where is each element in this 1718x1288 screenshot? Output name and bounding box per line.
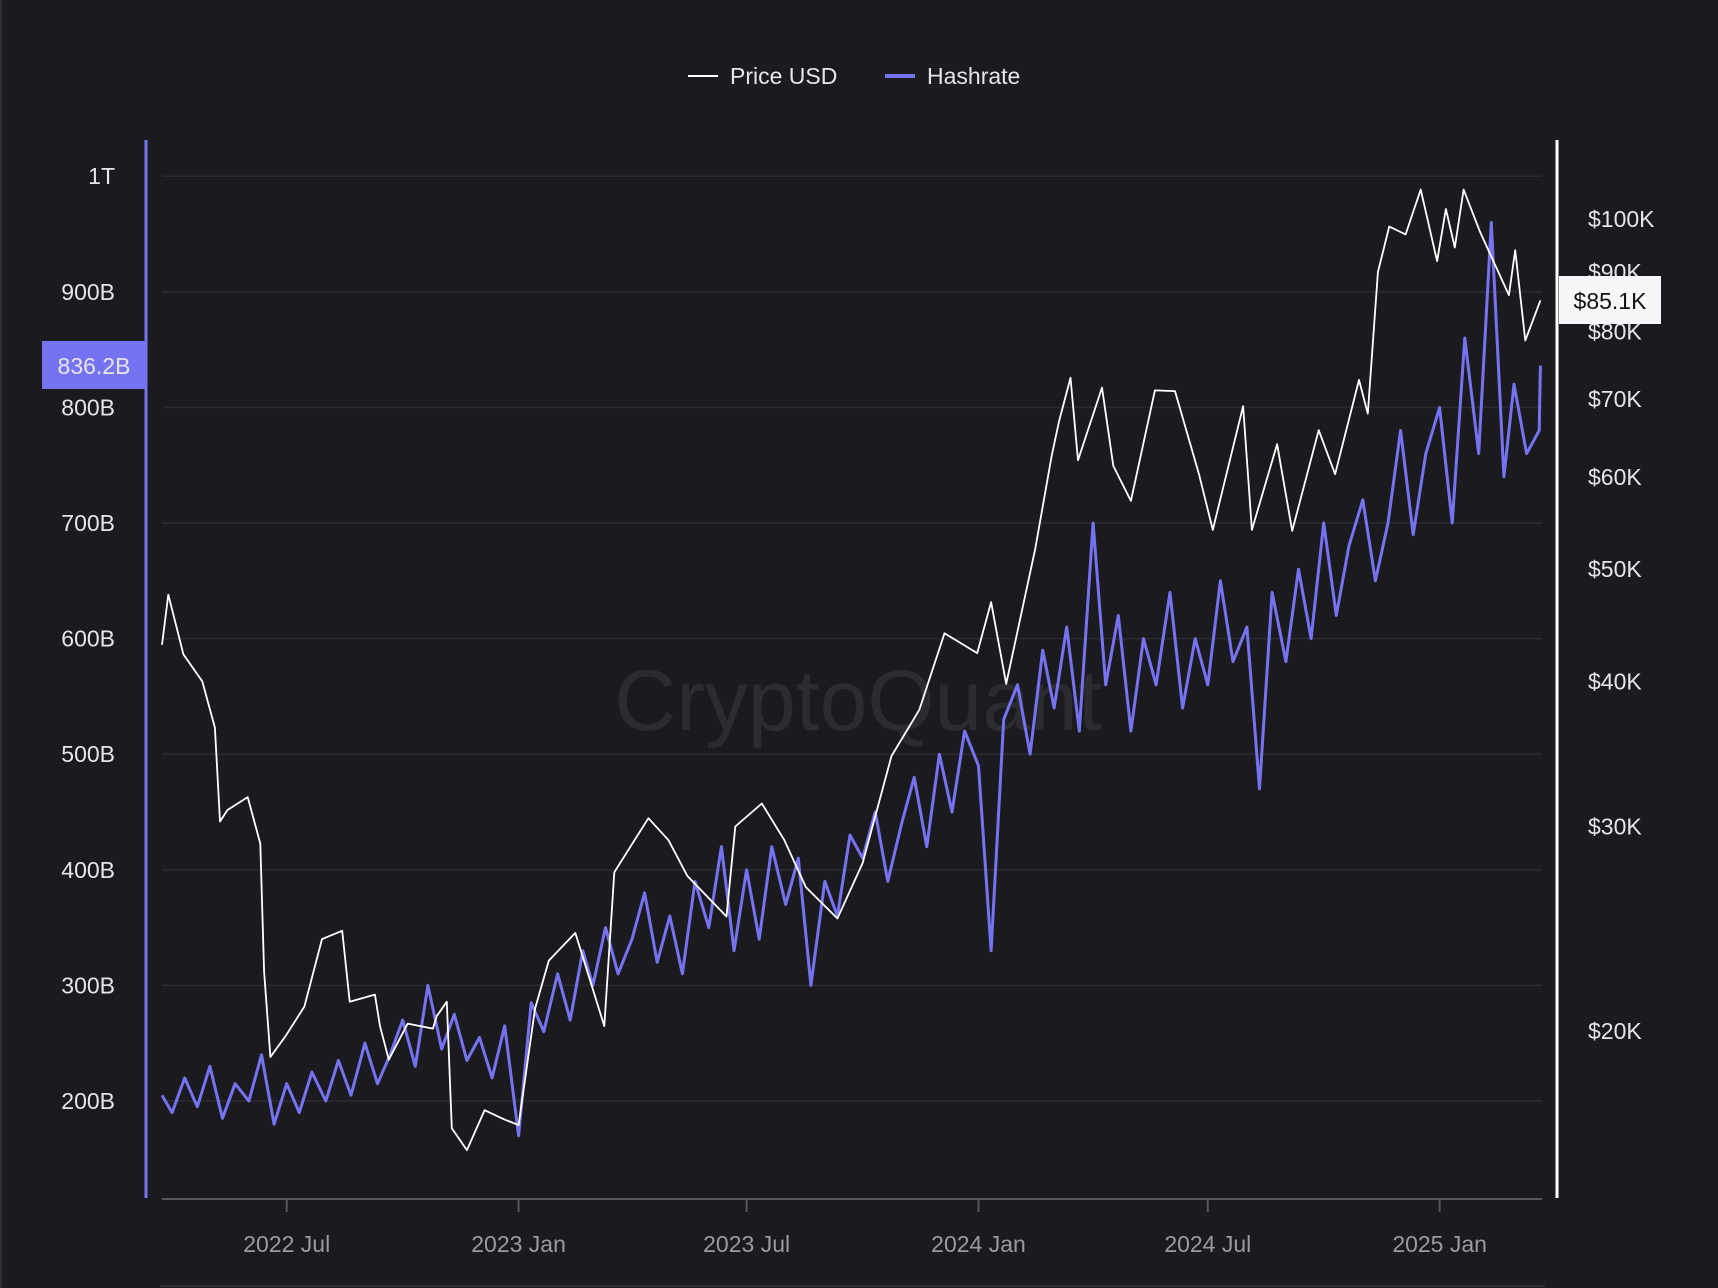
left-tick-label: 900B — [61, 279, 115, 305]
right-tick-label: $70K — [1588, 386, 1642, 412]
x-tick-label: 2025 Jan — [1392, 1231, 1487, 1257]
left-tick-label: 300B — [61, 972, 115, 998]
price-current-box — [1559, 276, 1661, 324]
left-axis-ticks: 200B 300B 400B 500B 600B 700B 800B 900B 1T — [61, 163, 115, 1114]
x-tick-label: 2023 Jan — [471, 1231, 566, 1257]
left-tick-label: 500B — [61, 741, 115, 767]
x-axis-ticks: 2022 Jul 2023 Jan 2023 Jul 2024 Jan 2024 Jul… — [243, 1199, 1487, 1257]
left-tick-label: 700B — [61, 510, 115, 536]
grid — [162, 175, 1542, 1102]
left-tick-label: 800B — [61, 394, 115, 420]
price-line — [161, 188, 1542, 1151]
right-tick-label: $20K — [1588, 1018, 1642, 1044]
left-tick-label: 1T — [88, 163, 115, 189]
left-tick-label: 200B — [61, 1088, 115, 1114]
left-tick-label: 400B — [61, 857, 115, 883]
hashrate-current-marker: 836.2B — [42, 341, 145, 389]
right-tick-label: $30K — [1588, 814, 1642, 840]
hashrate-current-label: 836.2B — [58, 353, 131, 379]
legend: Price USD Hashrate — [688, 63, 1020, 89]
watermark: CryptoQuant — [614, 653, 1102, 749]
x-tick-label: 2023 Jul — [703, 1231, 790, 1257]
x-tick-label: 2024 Jul — [1164, 1231, 1251, 1257]
right-tick-label: $50K — [1588, 556, 1642, 582]
x-tick-label: 2024 Jan — [931, 1231, 1026, 1257]
left-tick-label: 600B — [61, 626, 115, 652]
right-tick-label: $40K — [1588, 668, 1642, 694]
price-current-label: $85.1K — [1574, 288, 1648, 314]
x-tick-label: 2022 Jul — [243, 1231, 330, 1257]
right-tick-label: $100K — [1588, 206, 1655, 232]
hashrate-current-box — [42, 341, 145, 389]
right-tick-label: $60K — [1588, 464, 1642, 490]
legend-hashrate-label: Hashrate — [927, 63, 1020, 89]
series-layer — [160, 188, 1542, 1151]
price-current-marker: $85.1K — [1559, 276, 1661, 324]
hashrate-line — [160, 220, 1542, 1138]
legend-price-label: Price USD — [730, 63, 837, 89]
